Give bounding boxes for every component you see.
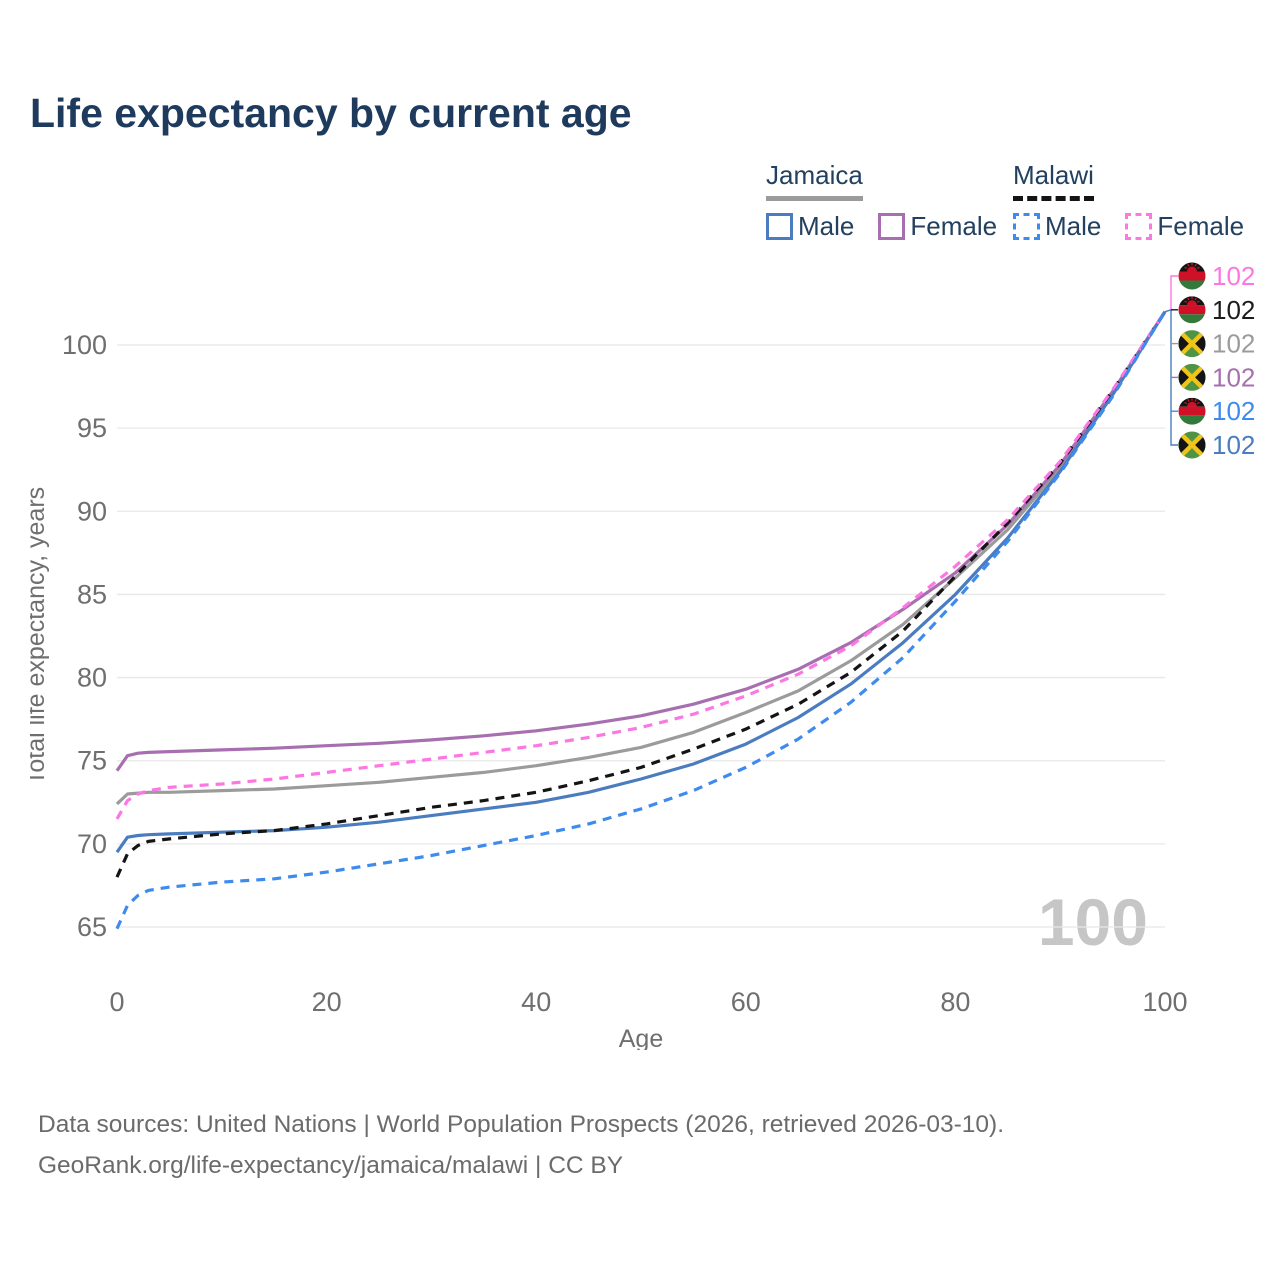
end-value-label: 102 [1212,261,1255,291]
legend-group-malawi: Malawi Male Female [1013,160,1244,242]
y-tick-label: 100 [62,330,107,360]
series-line-malawi-male [115,310,1167,930]
y-tick-label: 70 [77,829,107,859]
x-axis-title: Age [619,1025,663,1050]
y-tick-label: 95 [77,413,107,443]
end-value-label: 102 [1212,362,1255,392]
legend-item-malawi-male[interactable]: Male [1013,211,1101,242]
legend-items-malawi: Male Female [1013,211,1244,242]
end-value-label: 102 [1212,295,1255,325]
leader-line [1164,275,1178,313]
x-tick-label: 20 [312,987,342,1017]
x-tick-label: 40 [521,987,551,1017]
legend-items-jamaica: Male Female [766,211,997,242]
legend-item-label: Male [798,211,855,241]
age-watermark: 100 [1038,885,1148,959]
malawi-flag-icon [1178,397,1206,425]
series-line-jamaica-male [115,310,1167,854]
malawi-flag-icon [1178,262,1206,290]
legend-item-label: Female [1157,211,1245,241]
series-line-malawi [115,310,1167,878]
legend-group-jamaica: Jamaica Male Female [766,160,997,242]
series-line-jamaica-female [115,310,1167,772]
legend-item-label: Female [910,211,998,241]
legend-item-label: Male [1045,211,1102,241]
y-axis-title: Total life expectancy, years [30,487,50,785]
y-tick-label: 80 [77,663,107,693]
legend-item-malawi-female[interactable]: Female [1125,211,1244,242]
source-url-line[interactable]: GeoRank.org/life-expectancy/jamaica/mala… [38,1152,624,1179]
x-tick-label: 100 [1142,987,1187,1017]
jamaica-flag-icon [1178,330,1206,358]
end-value-label: 102 [1212,430,1255,460]
legend-country-malawi[interactable]: Malawi [1013,160,1094,201]
series-line-malawi-female [115,310,1167,820]
end-value-label: 102 [1212,329,1255,359]
y-tick-label: 90 [77,496,107,526]
x-tick-label: 60 [731,987,761,1017]
chart-svg[interactable]: 100 65 70 75 80 85 90 95 100 0 20 40 60 80 100 Age Total… [30,250,1265,1050]
legend-country-jamaica[interactable]: Jamaica [766,160,863,201]
x-tick-label: 80 [940,987,970,1017]
legend-item-jamaica-female[interactable]: Female [878,211,997,242]
series-line-jamaica [115,310,1167,806]
jamaica-flag-icon [1178,363,1206,391]
end-value-label: 102 [1212,396,1255,426]
page-title: Life expectancy by current age [30,90,632,136]
malawi-flag-icon [1178,296,1206,324]
legend-item-jamaica-male[interactable]: Male [766,211,854,242]
footer: Data sources: United Nations | World Pop… [38,1104,1004,1186]
jamaica-flag-icon [1178,431,1206,459]
data-sources-line: Data sources: United Nations | World Pop… [38,1111,1005,1138]
y-tick-label: 85 [77,579,107,609]
malawi-female-swatch-icon [1125,213,1153,240]
x-tick-label: 0 [109,987,124,1017]
jamaica-female-swatch-icon [878,213,906,240]
malawi-male-swatch-icon [1013,213,1040,240]
y-tick-label: 65 [77,912,107,942]
y-tick-label: 75 [77,746,107,776]
jamaica-male-swatch-icon [766,213,793,240]
